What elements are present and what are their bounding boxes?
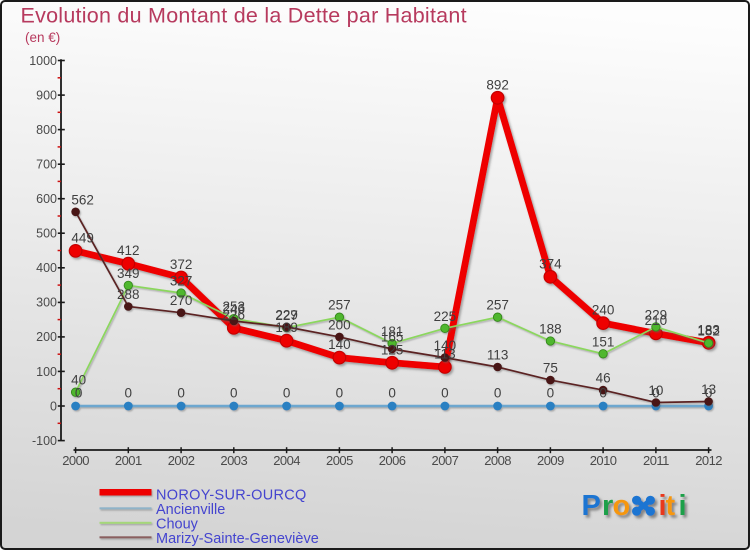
- svg-text:113: 113: [434, 347, 456, 362]
- svg-text:165: 165: [381, 330, 404, 345]
- svg-text:0: 0: [705, 386, 713, 401]
- svg-text:257: 257: [328, 298, 351, 313]
- svg-text:372: 372: [170, 257, 193, 272]
- svg-text:2012: 2012: [695, 453, 722, 468]
- svg-text:13: 13: [701, 382, 716, 397]
- svg-text:151: 151: [592, 334, 615, 349]
- svg-text:800: 800: [36, 123, 57, 137]
- svg-text:200: 200: [36, 330, 57, 344]
- svg-text:2006: 2006: [379, 453, 406, 468]
- svg-text:t: t: [666, 490, 676, 522]
- svg-text:0: 0: [177, 386, 185, 401]
- svg-text:892: 892: [486, 77, 509, 92]
- svg-text:1000: 1000: [29, 54, 57, 68]
- svg-text:349: 349: [117, 266, 140, 281]
- svg-text:189: 189: [275, 320, 298, 335]
- svg-text:2005: 2005: [326, 453, 353, 468]
- svg-text:2002: 2002: [168, 453, 195, 468]
- svg-text:183: 183: [697, 322, 720, 337]
- svg-text:2011: 2011: [643, 453, 669, 468]
- svg-text:NOROY-SUR-OURCQ: NOROY-SUR-OURCQ: [156, 488, 307, 504]
- svg-text:182: 182: [697, 324, 720, 339]
- svg-text:0: 0: [547, 386, 555, 401]
- svg-text:227: 227: [275, 308, 298, 323]
- svg-text:226: 226: [223, 307, 246, 322]
- svg-text:Chouy: Chouy: [156, 517, 199, 533]
- svg-text:P: P: [582, 490, 601, 522]
- svg-text:100: 100: [36, 365, 57, 379]
- svg-text:40: 40: [71, 373, 86, 388]
- svg-text:0: 0: [599, 386, 607, 401]
- svg-text:257: 257: [486, 298, 509, 313]
- svg-text:Ancienville: Ancienville: [156, 502, 225, 518]
- svg-text:Marizy-Sainte-Geneviève: Marizy-Sainte-Geneviève: [156, 531, 319, 547]
- svg-text:0: 0: [230, 386, 238, 401]
- svg-text:75: 75: [543, 361, 558, 376]
- svg-text:113: 113: [487, 348, 509, 363]
- svg-text:412: 412: [117, 243, 140, 258]
- svg-text:2009: 2009: [537, 453, 564, 468]
- svg-text:46: 46: [596, 371, 611, 386]
- svg-text:700: 700: [36, 158, 57, 172]
- svg-text:0: 0: [75, 386, 83, 401]
- svg-text:600: 600: [36, 192, 57, 206]
- svg-text:270: 270: [170, 293, 193, 308]
- svg-text:2001: 2001: [115, 453, 142, 468]
- svg-text:181: 181: [381, 324, 404, 339]
- svg-text:r: r: [602, 490, 613, 522]
- svg-text:240: 240: [592, 303, 615, 318]
- svg-text:125: 125: [381, 342, 404, 357]
- svg-text:140: 140: [434, 338, 457, 353]
- svg-text:0: 0: [50, 399, 57, 413]
- svg-text:229: 229: [645, 307, 668, 322]
- svg-text:246: 246: [223, 302, 246, 317]
- svg-text:2008: 2008: [484, 453, 511, 468]
- svg-text:225: 225: [434, 309, 457, 324]
- svg-text:-100: -100: [32, 434, 57, 448]
- svg-text:253: 253: [223, 299, 246, 314]
- svg-text:449: 449: [71, 230, 94, 245]
- svg-text:374: 374: [539, 256, 562, 271]
- svg-text:300: 300: [36, 296, 57, 310]
- svg-text:2010: 2010: [590, 453, 617, 468]
- svg-text:2004: 2004: [273, 453, 300, 468]
- svg-text:327: 327: [170, 274, 193, 289]
- svg-text:140: 140: [328, 337, 351, 352]
- svg-text:0: 0: [388, 386, 396, 401]
- svg-text:i: i: [659, 490, 667, 522]
- svg-text:200: 200: [328, 317, 351, 332]
- svg-text:562: 562: [71, 192, 94, 207]
- svg-text:2000: 2000: [62, 453, 89, 468]
- svg-text:400: 400: [36, 261, 57, 275]
- svg-text:188: 188: [539, 322, 562, 337]
- svg-text:0: 0: [494, 386, 502, 401]
- svg-text:288: 288: [117, 287, 140, 302]
- svg-text:Evolution du Montant de la Det: Evolution du Montant de la Dette par Hab…: [21, 4, 467, 28]
- svg-text:0: 0: [283, 386, 291, 401]
- svg-text:900: 900: [36, 88, 57, 102]
- svg-text:0: 0: [441, 386, 449, 401]
- svg-text:229: 229: [275, 307, 298, 322]
- svg-text:0: 0: [125, 386, 133, 401]
- svg-text:o: o: [613, 490, 631, 522]
- svg-text:2003: 2003: [220, 453, 247, 468]
- svg-text:(en €): (en €): [25, 30, 60, 45]
- svg-text:10: 10: [648, 383, 663, 398]
- svg-text:i: i: [679, 490, 687, 522]
- svg-text:0: 0: [652, 386, 660, 401]
- svg-text:500: 500: [36, 227, 57, 241]
- svg-text:2007: 2007: [432, 453, 459, 468]
- svg-text:0: 0: [336, 386, 344, 401]
- svg-text:210: 210: [645, 313, 668, 328]
